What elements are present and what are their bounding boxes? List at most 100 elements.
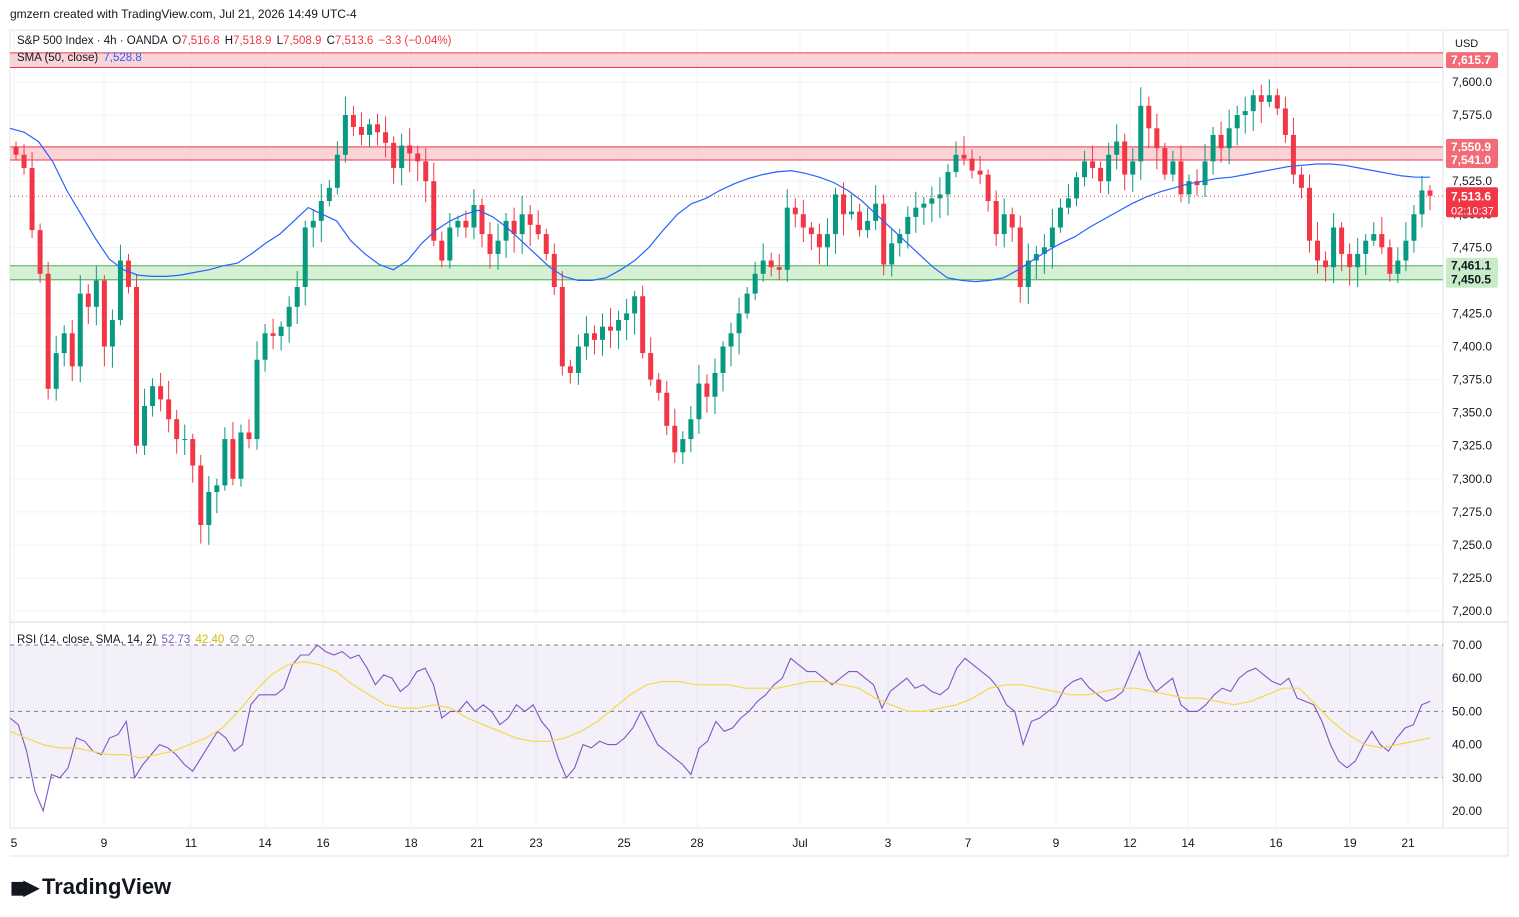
- sma-legend[interactable]: SMA (50, close) 7,528.8: [17, 52, 142, 64]
- high-label: H: [224, 35, 234, 47]
- change-value: −3.3 (−0.04%): [378, 35, 452, 47]
- zone-price-label: 7,550.9: [1451, 140, 1491, 154]
- candle-body: [1065, 198, 1071, 208]
- candle-body: [1170, 161, 1176, 175]
- candle-body: [334, 154, 340, 188]
- candle-body: [85, 293, 91, 307]
- candle-body: [1363, 240, 1369, 254]
- candle-body: [302, 227, 308, 287]
- candle-body: [1082, 161, 1088, 178]
- candle-body: [286, 306, 292, 327]
- candle-body: [832, 194, 838, 235]
- candle-body: [407, 145, 413, 154]
- candle-body: [632, 296, 638, 314]
- candle-body: [487, 234, 493, 254]
- candle-body: [583, 333, 589, 347]
- candle-body: [993, 201, 999, 235]
- candle-body: [599, 326, 605, 340]
- candle-body: [857, 211, 863, 231]
- close-value: 7,513.6: [334, 35, 374, 47]
- candle-body: [13, 146, 19, 155]
- candle-body: [222, 439, 228, 486]
- time-tick-label: 9: [101, 836, 108, 850]
- candle-body: [1387, 247, 1393, 274]
- candle-body: [1298, 174, 1304, 188]
- candle-body: [752, 273, 758, 294]
- candle-body: [342, 115, 348, 155]
- chart-credit: gmzern created with TradingView.com, Jul…: [10, 7, 357, 21]
- zone-price-label: 7,461.1: [1451, 259, 1491, 273]
- candle-body: [463, 220, 469, 228]
- candle-body: [720, 346, 726, 373]
- candle-body: [109, 320, 115, 347]
- candle-body: [1395, 260, 1401, 274]
- candle-body: [101, 280, 107, 347]
- candle-body: [1323, 260, 1329, 268]
- candle-body: [206, 491, 212, 526]
- candle-body: [471, 204, 477, 228]
- candle-body: [1371, 234, 1377, 241]
- candle-body: [985, 174, 991, 202]
- last-price-tag: [1446, 187, 1498, 218]
- candle-body: [816, 234, 822, 248]
- candle-body: [929, 198, 935, 204]
- candle-body: [61, 333, 67, 354]
- candle-body: [1090, 161, 1096, 168]
- tradingview-logo[interactable]: ◼▶ TradingView: [10, 874, 171, 900]
- candle-body: [736, 313, 742, 334]
- zone-support: [10, 265, 1443, 280]
- tradingview-logo-text: TradingView: [41, 874, 172, 899]
- rsi-tick-label: 30.00: [1452, 771, 1482, 785]
- low-value: 7,508.9: [283, 35, 322, 47]
- candle-body: [1282, 108, 1288, 135]
- candle-body: [1427, 190, 1433, 196]
- candle-body: [680, 439, 686, 453]
- time-tick-label: 25: [617, 836, 631, 850]
- zone-price-label: 7,541.0: [1451, 153, 1491, 167]
- rsi-value: 52.73: [161, 634, 191, 646]
- candle-body: [1098, 167, 1104, 182]
- candle-body: [431, 181, 437, 241]
- price-tick-label: 7,350.0: [1452, 406, 1492, 420]
- rsi-tick-label: 60.00: [1452, 671, 1482, 685]
- price-tick-label: 7,425.0: [1452, 306, 1492, 320]
- price-legend: S&P 500 Index · 4h · OANDA O7,516.8 H7,5…: [17, 35, 451, 47]
- zone-price-tag: [1446, 138, 1498, 155]
- candle-body: [1122, 141, 1128, 175]
- candle-body: [142, 406, 148, 446]
- candle-body: [1178, 161, 1184, 195]
- price-tick-label: 7,275.0: [1452, 505, 1492, 519]
- time-tick-label: 16: [1269, 836, 1283, 850]
- candle-body: [1025, 260, 1031, 287]
- zone-price-tag: [1446, 271, 1498, 288]
- time-tick-label: 16: [316, 836, 330, 850]
- candle-body: [262, 333, 268, 360]
- candle-body: [391, 142, 397, 168]
- price-tick-label: 7,575.0: [1452, 108, 1492, 122]
- price-tick-label: 7,250.0: [1452, 538, 1492, 552]
- candle-body: [93, 280, 99, 307]
- candle-body: [792, 207, 798, 215]
- tradingview-logo-icon: ◼▶: [10, 876, 39, 899]
- candle-body: [238, 432, 244, 479]
- candle-body: [535, 224, 541, 235]
- candle-body: [1041, 247, 1047, 254]
- zone-resistance-top: [10, 52, 1443, 68]
- candle-body: [961, 154, 967, 159]
- rsi-line: [9, 644, 1431, 813]
- rsi-legend[interactable]: RSI (14, close, SMA, 14, 2) 52.73 42.40 …: [17, 632, 255, 646]
- zone-price-tag: [1446, 257, 1498, 274]
- candle-body: [69, 333, 75, 367]
- candle-body: [1186, 181, 1192, 195]
- candle-body: [776, 267, 782, 270]
- candle-body: [591, 333, 597, 340]
- candle-body: [318, 201, 324, 221]
- candle-body: [1242, 111, 1248, 116]
- candle-body: [423, 161, 429, 182]
- symbol-label[interactable]: S&P 500 Index · 4h · OANDA: [17, 35, 168, 47]
- currency-button[interactable]: USD: [1455, 38, 1479, 50]
- candle-body: [945, 171, 951, 195]
- candle-body: [624, 313, 630, 321]
- candle-body: [1419, 190, 1425, 215]
